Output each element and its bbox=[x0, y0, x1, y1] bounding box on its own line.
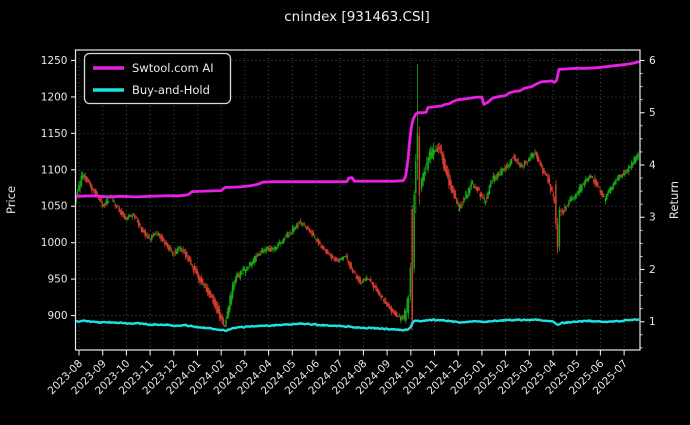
return-tick-label: 4 bbox=[649, 159, 656, 171]
ai-return-line bbox=[76, 60, 640, 199]
price-tick-label: 1100 bbox=[41, 164, 68, 176]
return-tick-label: 6 bbox=[649, 55, 656, 67]
candlestick-layer bbox=[75, 64, 639, 331]
price-tick-label: 1200 bbox=[41, 91, 68, 103]
y-axis-label-return: Return bbox=[667, 181, 681, 219]
price-tick-label: 1250 bbox=[41, 55, 68, 67]
legend-label-ai: Swtool.com AI bbox=[132, 61, 214, 75]
plot-frame bbox=[74, 49, 641, 351]
price-tick-label: 1000 bbox=[41, 237, 68, 249]
line-layer bbox=[76, 60, 640, 333]
return-tick-label: 5 bbox=[649, 107, 656, 119]
return-tick-label: 3 bbox=[649, 212, 656, 224]
price-tick-label: 900 bbox=[47, 310, 67, 322]
price-tick-label: 1150 bbox=[41, 128, 68, 140]
return-tick-label: 1 bbox=[649, 316, 656, 328]
price-tick-label: 1050 bbox=[41, 201, 68, 213]
y-axis-label-price: Price bbox=[4, 186, 18, 214]
price-tick-label: 950 bbox=[47, 274, 67, 286]
buy-and-hold-line bbox=[76, 318, 640, 333]
chart-title: cnindex [931463.CSI] bbox=[284, 9, 430, 25]
return-tick-label: 2 bbox=[649, 264, 656, 276]
legend: Swtool.com AI Buy-and-Hold bbox=[83, 52, 232, 105]
legend-label-buy-and-hold: Buy-and-Hold bbox=[132, 83, 210, 97]
